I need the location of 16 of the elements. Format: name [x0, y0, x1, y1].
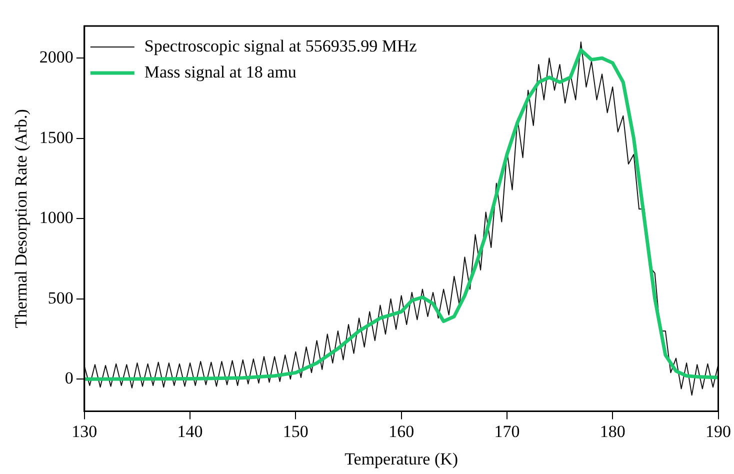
x-tick-label: 170 [494, 422, 520, 441]
x-tick-label: 160 [388, 422, 414, 441]
legend-label: Mass signal at 18 amu [144, 62, 297, 82]
legend-label: Spectroscopic signal at 556935.99 MHz [144, 36, 418, 56]
x-tick-label: 190 [706, 422, 731, 441]
y-tick-label: 2000 [39, 48, 74, 67]
y-tick-label: 1000 [39, 208, 74, 228]
x-tick-label: 150 [282, 422, 308, 441]
x-tick-label: 180 [600, 422, 626, 441]
y-tick-label: 500 [48, 288, 74, 308]
y-tick-label: 0 [64, 368, 74, 388]
y-axis-title: Thermal Desorption Rate (Arb.) [12, 109, 31, 328]
x-tick-label: 140 [177, 422, 203, 441]
y-tick-label: 1500 [39, 128, 74, 147]
x-tick-label: 130 [72, 422, 98, 441]
x-axis-title: Temperature (K) [344, 449, 458, 468]
